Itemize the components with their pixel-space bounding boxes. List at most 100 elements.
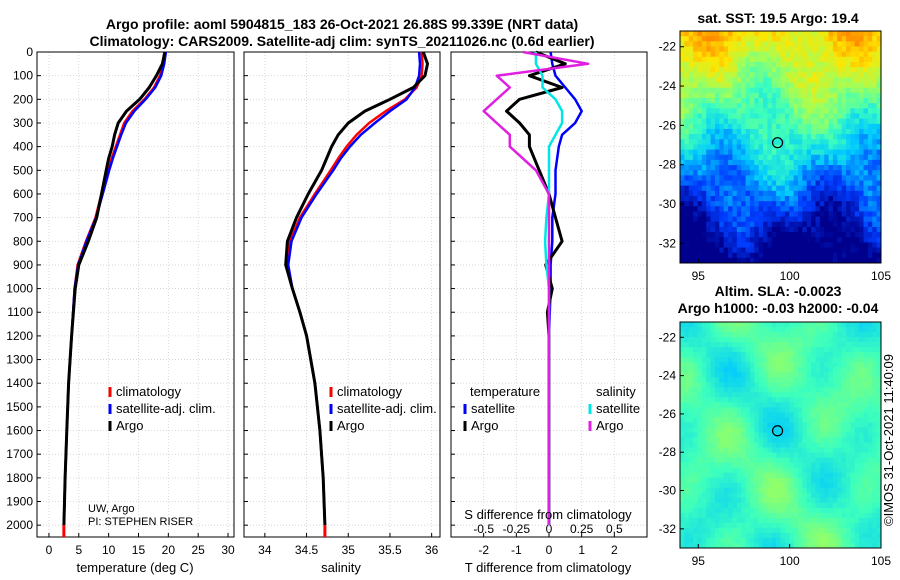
sst-map-cell [806, 206, 812, 212]
sla-map-cell [832, 442, 838, 448]
sst-map-cell [776, 67, 781, 73]
sla-map-cell [688, 487, 694, 494]
sst-map-cell [697, 61, 703, 68]
sla-map-cell [736, 387, 742, 393]
sst-map-cell [832, 31, 838, 37]
sst-map-cell [854, 46, 860, 53]
sla-map-cell [846, 362, 851, 368]
sla-map-cell [824, 347, 829, 353]
sst-map-cell [872, 211, 878, 217]
sla-map-cell [701, 482, 707, 489]
sst-map-cell [710, 175, 716, 181]
sst-map-cell [723, 103, 729, 109]
sla-map-cell [771, 462, 777, 469]
sla-map-cell [784, 342, 790, 348]
sst-map-cell [784, 257, 790, 264]
sst-map-cell [850, 118, 856, 125]
sst-map-cell [736, 170, 742, 176]
sla-map-cell [789, 477, 795, 484]
sla-map-cell [832, 537, 838, 544]
sla-map-cell [819, 527, 825, 534]
sla-map-cell [837, 407, 843, 413]
sst-map-cell [854, 118, 860, 125]
sst-map-cell [697, 77, 703, 83]
sla-map-cell [789, 447, 795, 453]
sst-map-cell [763, 154, 768, 161]
sla-map-cell [784, 407, 790, 413]
sla-map-cell [824, 522, 829, 529]
sla-map-cell [872, 392, 878, 398]
sst-map-cell [719, 61, 725, 68]
sla-map-cell [811, 402, 816, 408]
sla-map-cell [802, 347, 808, 353]
sla-map-cell [697, 352, 703, 358]
sla-map-cell [846, 327, 851, 333]
sla-map-cell [789, 442, 795, 448]
sla-map-cell [872, 512, 878, 519]
sla-map-cell [741, 502, 746, 509]
sst-map-cell [824, 139, 829, 145]
sla-map-cell [859, 532, 864, 539]
sst-map-cell [693, 113, 698, 120]
sla-map-cell [732, 457, 738, 464]
sst-map-cell [723, 144, 729, 150]
sst-map-cell [850, 144, 856, 150]
sst-map-cell [846, 82, 851, 89]
sst-map-cell [745, 237, 751, 243]
sst-map-cell [876, 180, 882, 187]
sst-map-cell [776, 180, 781, 187]
sla-map-cell [850, 367, 856, 373]
sst-map-cell [854, 108, 860, 114]
sla-map-cell [832, 422, 838, 428]
sst-map-cell [859, 98, 864, 104]
sla-map-cell [741, 322, 746, 328]
sla-map-cell [719, 357, 725, 363]
sla-map-cell [697, 537, 703, 544]
sla-map-cell [771, 457, 777, 464]
sst-map-cell [693, 46, 698, 53]
sla-map-cell [876, 362, 882, 368]
sla-map-cell [841, 447, 847, 453]
sla-map-cell [837, 337, 843, 343]
sst-map-cell [859, 92, 864, 99]
sst-map-cell [741, 128, 746, 135]
sst-map-cell [811, 206, 816, 212]
sla-map-cell [701, 447, 707, 453]
sla-map-cell [854, 407, 860, 413]
sst-map-cell [684, 180, 690, 187]
sst-map-cell [714, 216, 720, 223]
sla-map-cell [815, 477, 821, 484]
sst-map-cell [854, 123, 860, 130]
sla-map-cell [797, 407, 803, 413]
sst-map-cell [771, 36, 777, 42]
sla-map-cell [837, 322, 843, 328]
sst-map-cell [802, 175, 808, 181]
sst-map-cell [832, 247, 838, 254]
sla-map-cell [680, 517, 685, 524]
sst-map-cell [797, 201, 803, 207]
sla-map-cell [706, 362, 711, 368]
sla-map-cell [684, 447, 690, 453]
sla-map-cell [736, 537, 742, 544]
sla-map-cell [741, 422, 746, 428]
sla-map-cell [824, 427, 829, 433]
sst-map-cell [846, 252, 851, 259]
sla-map-cell [701, 407, 707, 413]
sla-map-cell [797, 332, 803, 338]
sla-map-cell [780, 432, 786, 438]
sla-map-cell [819, 542, 825, 549]
sst-map-cell [767, 190, 773, 197]
sst-map-cell [784, 108, 790, 114]
sst-map-cell [863, 46, 869, 53]
sst-map-cell [811, 77, 816, 83]
sst-map-cell [680, 232, 685, 238]
sla-map-cell [741, 437, 746, 443]
sla-map-cell [815, 412, 821, 418]
annotation-pi: PI: STEPHEN RISER [88, 516, 193, 528]
sla-map-cell [728, 457, 733, 464]
sla-map-cell [797, 417, 803, 423]
sla-map-cell [749, 527, 755, 534]
sla-map-cell [776, 417, 781, 423]
sla-map-cell [736, 452, 742, 458]
sla-map-cell [693, 482, 698, 489]
